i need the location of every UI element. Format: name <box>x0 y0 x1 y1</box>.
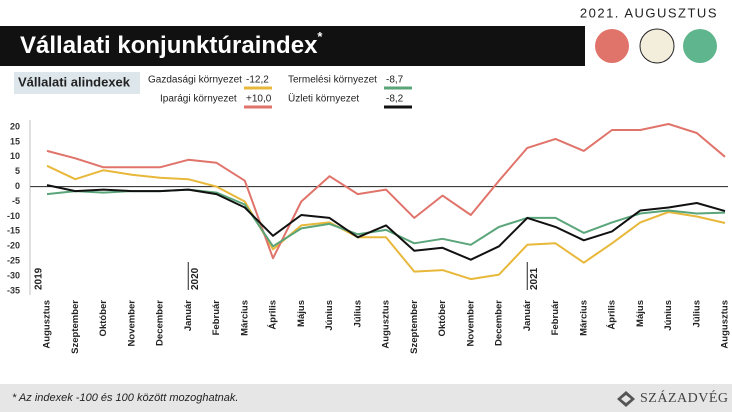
x-tick-label: Március <box>239 300 250 336</box>
y-tick-label: 10 <box>10 151 20 161</box>
x-tick-label: Február <box>550 300 561 336</box>
icon <box>683 29 717 63</box>
x-tick-label: Április <box>607 300 618 330</box>
year-label: 2020 <box>190 267 201 290</box>
icon <box>639 28 675 64</box>
x-tick-label: Szeptember <box>409 300 420 354</box>
legend-value: +10,0 <box>246 94 272 105</box>
x-tick-label: December <box>494 300 505 346</box>
y-tick-label: -30 <box>7 270 20 280</box>
x-tick-label: Október <box>98 300 109 337</box>
x-tick-label: Május <box>635 300 646 327</box>
x-tick-label: Április <box>268 300 279 330</box>
title-mark: * <box>317 29 323 44</box>
year-label: 2021 <box>529 267 540 290</box>
x-tick-label: Szeptember <box>70 300 81 354</box>
title-bar <box>0 26 585 66</box>
year-label: 2019 <box>34 267 45 290</box>
x-tick-label: Június <box>324 300 335 331</box>
x-tick-label: Március <box>578 300 589 336</box>
legend-label: Gazdasági környezet <box>148 75 242 86</box>
x-tick-label: Augusztus <box>720 300 731 349</box>
legend-value: -8,2 <box>386 94 404 105</box>
legend-label: Üzleti környezet <box>288 93 359 105</box>
y-tick-label: -20 <box>7 241 20 251</box>
legend-value: -8,7 <box>386 75 404 86</box>
y-tick-label: -10 <box>7 211 20 221</box>
subtitle-bg <box>14 72 140 94</box>
footer <box>0 384 732 412</box>
legend-value: -12,2 <box>246 75 269 86</box>
y-tick-label: 5 <box>15 166 20 176</box>
series-line <box>46 164 726 281</box>
x-tick-label: November <box>126 300 137 347</box>
x-tick-label: Október <box>437 300 448 337</box>
logo: SZÁZADVÉG <box>640 389 729 406</box>
date-label: 2021. AUGUSZTUS <box>580 5 718 20</box>
title-text: Vállalati konjunktúraindex <box>20 32 318 59</box>
x-tick-label: Január <box>522 300 533 331</box>
x-tick-label: Augusztus <box>42 300 53 349</box>
y-tick-label: 0 <box>15 181 20 191</box>
x-tick-label: Február <box>211 300 222 336</box>
x-tick-label: Június <box>663 300 674 331</box>
series-line <box>46 123 726 260</box>
y-tick-label: -35 <box>7 285 20 295</box>
y-tick-label: 20 <box>10 121 20 131</box>
subtitle: Vállalati alindexek <box>18 74 131 89</box>
x-tick-label: Augusztus <box>381 300 392 349</box>
x-tick-label: Július <box>691 300 702 327</box>
y-tick-label: -5 <box>12 196 20 206</box>
chart-title: Vállalati konjunktúraindex* <box>20 29 323 59</box>
x-tick-label: December <box>155 300 166 346</box>
logo-icon <box>617 391 635 407</box>
x-tick-label: November <box>465 300 476 347</box>
icon <box>595 29 629 63</box>
x-tick-label: Július <box>352 300 363 327</box>
legend-label: Termelési környezet <box>288 75 377 86</box>
y-tick-label: 15 <box>10 136 20 146</box>
y-tick-label: -25 <box>7 256 20 266</box>
x-tick-label: Május <box>296 300 307 327</box>
series-line <box>46 184 726 261</box>
y-tick-label: -15 <box>7 226 20 236</box>
footnote: * Az indexek -100 és 100 között mozoghat… <box>12 392 238 404</box>
x-tick-label: Január <box>183 300 194 331</box>
legend-label: Iparági környezet <box>160 94 237 105</box>
